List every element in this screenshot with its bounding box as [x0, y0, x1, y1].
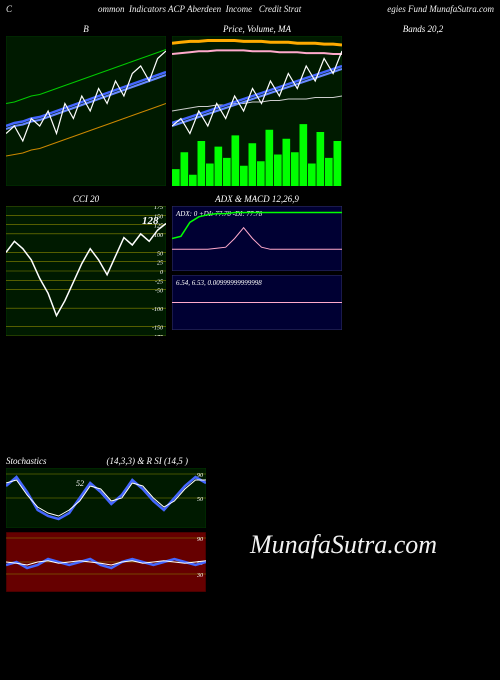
panel-bands-title: Bands 20,2	[348, 22, 498, 36]
bands-chart	[348, 36, 498, 186]
svg-text:0: 0	[160, 270, 163, 276]
svg-text:90: 90	[197, 537, 203, 543]
price-volume-chart	[172, 36, 342, 186]
panel-cci: CCI 20 17515012510050250-25-50-100-150-1…	[6, 192, 166, 336]
svg-text:30: 30	[196, 573, 203, 579]
header-left: C	[6, 4, 12, 14]
svg-text:128: 128	[142, 215, 159, 227]
svg-text:175: 175	[154, 206, 163, 211]
chart-grid: B Price, Volume, MA Bands 20,2 CCI 20 17…	[0, 18, 500, 340]
panel-empty	[348, 192, 498, 336]
svg-text:6.54, 6.53, 0.00999999999998: 6.54, 6.53, 0.00999999999998	[176, 279, 262, 287]
svg-text:-150: -150	[152, 326, 163, 332]
adx-chart: ADX: 0 +DI: 77.78 -DI: 77.78	[172, 206, 342, 271]
stochastics-chart: 905052	[6, 468, 206, 528]
cci-chart: 17515012510050250-25-50-100-150-175128	[6, 206, 166, 336]
panel-price-title: Price, Volume, MA	[172, 22, 342, 36]
svg-text:50: 50	[157, 251, 163, 257]
svg-text:52: 52	[76, 479, 84, 488]
macd-chart: 6.54, 6.53, 0.00999999999998	[172, 275, 342, 330]
svg-text:-25: -25	[155, 279, 163, 285]
footer-title: Stochastics (14,3,3) & R SI (14,5 )	[6, 454, 494, 468]
rsi-chart: 905030	[6, 532, 206, 592]
watermark: MunafaSutra.com	[250, 530, 437, 560]
panel-cci-title: CCI 20	[6, 192, 166, 206]
page-header: C ommon Indicators ACP Aberdeen Income C…	[0, 0, 500, 18]
stoch-label: Stochastics	[6, 456, 47, 466]
bollinger-chart	[6, 36, 166, 186]
footer-section: Stochastics (14,3,3) & R SI (14,5 ) 9050…	[0, 450, 500, 596]
panel-bands: Bands 20,2	[348, 22, 498, 186]
svg-text:25: 25	[157, 261, 163, 267]
svg-text:-50: -50	[155, 289, 163, 295]
svg-text:50: 50	[197, 497, 203, 503]
panel-price-volume: Price, Volume, MA	[172, 22, 342, 186]
svg-text:-100: -100	[152, 307, 163, 313]
svg-text:-175: -175	[152, 335, 163, 336]
panel-adx-title: ADX & MACD 12,26,9	[172, 192, 342, 206]
rsi-label: (14,3,3) & R SI (14,5 )	[107, 456, 188, 466]
panel-adx-macd: ADX & MACD 12,26,9 ADX: 0 +DI: 77.78 -DI…	[172, 192, 342, 336]
panel-bollinger-title: B	[6, 22, 166, 36]
header-mid: ommon Indicators ACP Aberdeen Income Cre…	[98, 4, 301, 14]
panel-bollinger: B	[6, 22, 166, 186]
header-right: egies Fund MunafaSutra.com	[387, 4, 494, 14]
